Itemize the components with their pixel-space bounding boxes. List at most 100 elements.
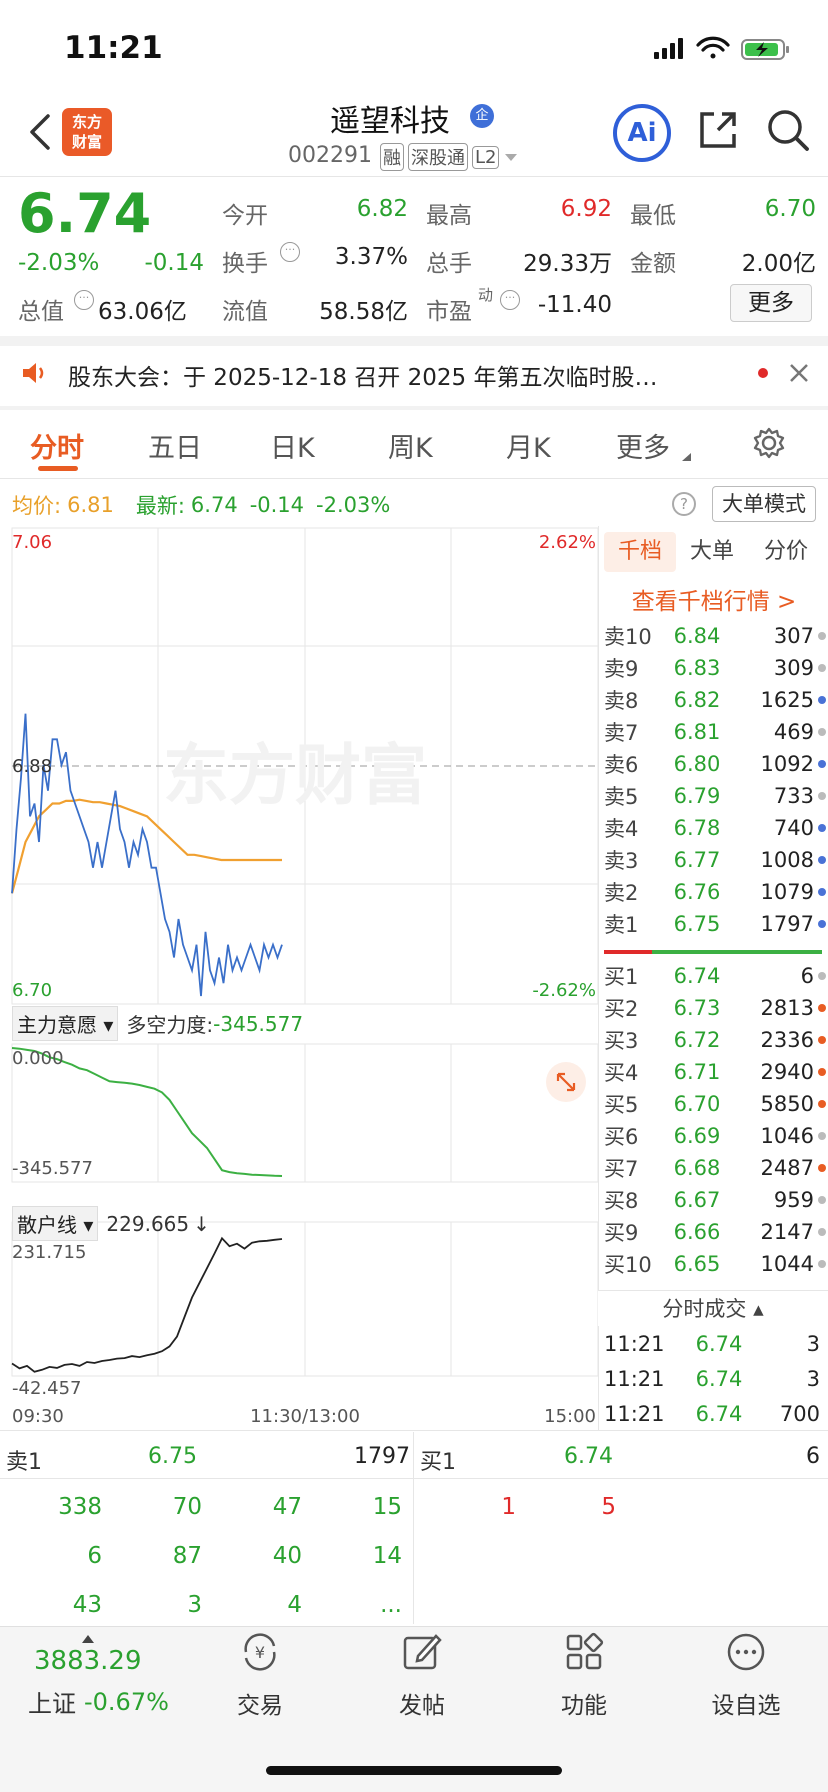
nav-add-watchlist-label: 设自选	[711, 1693, 781, 1719]
turnover-value: 3.37%	[334, 244, 408, 270]
bids-volume: 2813	[760, 996, 814, 1020]
bids-dot	[818, 1228, 826, 1236]
asks-volume: 1797	[760, 912, 814, 936]
tab-monthly-k[interactable]: 月K	[506, 433, 551, 464]
sell-queue-order: 70	[172, 1494, 202, 1520]
index-info[interactable]: 上证 -0.67%	[28, 1684, 169, 1719]
asks-row: 卖10 6.84 307	[600, 620, 828, 652]
avg-price-line	[10, 798, 282, 894]
asks-price: 6.83	[673, 656, 721, 680]
asks-dot	[818, 856, 826, 864]
trade-row: 11:21 6.74 3	[600, 1326, 828, 1362]
queue-divider	[413, 1432, 414, 1624]
tab-intraday[interactable]: 分时	[30, 433, 84, 464]
asks-dot	[818, 664, 826, 672]
tab-depth[interactable]: 千档	[604, 532, 676, 572]
asks-label: 卖8	[604, 689, 639, 713]
asks-dot	[818, 920, 826, 928]
share-button[interactable]	[696, 108, 740, 152]
asks-label: 卖2	[604, 881, 639, 905]
more-info-icon[interactable]: ···	[500, 290, 520, 310]
asks-price: 6.76	[673, 880, 721, 904]
nav-trade[interactable]: ¥ 交易	[200, 1630, 320, 1720]
bids-price: 6.67	[673, 1188, 721, 1212]
more-button[interactable]: 更多	[730, 284, 812, 322]
bids-volume: 1046	[760, 1124, 814, 1148]
tab-price-dist[interactable]: 分价	[764, 539, 809, 564]
caret-down-icon[interactable]	[503, 151, 519, 163]
close-button[interactable]	[786, 360, 812, 386]
search-button[interactable]	[766, 108, 810, 152]
trade-price: 6.74	[695, 1332, 743, 1356]
back-button[interactable]	[22, 110, 58, 154]
bids-dot	[818, 1004, 826, 1012]
yuan-cycle-icon: ¥	[244, 1633, 276, 1671]
tab-daily-k[interactable]: 日K	[270, 433, 315, 464]
panel-divider	[598, 526, 599, 1430]
bids-row: 买8 6.67 959	[600, 1184, 828, 1216]
bids-volume: 2940	[760, 1060, 814, 1084]
settings-button[interactable]	[752, 426, 786, 460]
ai-button[interactable]: Ai	[613, 104, 671, 162]
main-force-tick-top: 0.000	[12, 1048, 64, 1069]
main-force-title: 主力意愿	[17, 1013, 97, 1037]
nav-post-label: 发帖	[399, 1693, 445, 1719]
bids-label: 买2	[604, 997, 639, 1021]
queue-sell-price: 6.75	[148, 1444, 197, 1469]
view-depth-link[interactable]: 查看千档行情 >	[631, 589, 797, 615]
intraday-charts[interactable]: 东方财富 7.06 6.88 6.70 2.62% -2.62% 0.000 -…	[0, 526, 600, 1430]
expand-button[interactable]	[546, 1062, 586, 1102]
sell-queue-order: 14	[372, 1543, 402, 1569]
stock-code: 002291	[288, 143, 372, 168]
nav-trade-label: 交易	[237, 1693, 283, 1719]
asks-price: 6.82	[673, 688, 721, 712]
bids-volume: 2336	[760, 1028, 814, 1052]
asks-row: 卖8 6.82 1625	[600, 684, 828, 716]
nav-add-watchlist[interactable]: 设自选	[686, 1630, 806, 1720]
chart-summary: 均价: 6.81 最新: 6.74 -0.14 -2.03%	[12, 490, 390, 520]
tab-more[interactable]: 更多	[616, 433, 670, 464]
watermark: 东方财富	[163, 738, 427, 812]
ask-bar	[604, 950, 652, 954]
nav-post[interactable]: 发帖	[362, 1630, 482, 1720]
y-tick-pct-bottom: -2.62%	[532, 980, 596, 1001]
home-indicator	[266, 1766, 562, 1775]
tab-five-day[interactable]: 五日	[148, 433, 202, 464]
buy-queue-order: 5	[601, 1494, 616, 1520]
tab-big-orders[interactable]: 大单	[690, 539, 735, 564]
more-info-icon[interactable]: ···	[74, 290, 94, 310]
turnover-label: 换手	[222, 251, 268, 277]
trades-header[interactable]: 分时成交 ▴	[598, 1290, 828, 1326]
asks-price: 6.81	[673, 720, 721, 744]
market-cap-value: 63.06亿	[98, 299, 187, 325]
asks-volume: 740	[773, 816, 814, 840]
sell-queue-order: 43	[72, 1592, 102, 1618]
asks-volume: 1092	[760, 752, 814, 776]
notice-text[interactable]: 股东大会：于 2025-12-18 召开 2025 年第五次临时股…	[68, 365, 658, 391]
help-icon[interactable]: ?	[672, 492, 696, 516]
grid-icon	[566, 1632, 604, 1670]
queue-buy-volume: 6	[806, 1444, 820, 1469]
retail-selector[interactable]: 散户线 ▾	[12, 1206, 99, 1241]
asks-row: 卖3 6.77 1008	[600, 844, 828, 876]
big-order-mode-button[interactable]: 大单模式	[712, 486, 816, 522]
index-value[interactable]: 3883.29	[34, 1646, 142, 1676]
enterprise-badge: 企	[470, 104, 494, 128]
asks-volume: 307	[773, 624, 814, 648]
retail-title: 散户线	[17, 1213, 77, 1237]
tag-margin: 融	[380, 143, 404, 171]
trade-row: 11:21 6.74 700	[600, 1396, 828, 1432]
change-pct: -2.03%	[18, 250, 100, 276]
asks-dot	[818, 824, 826, 832]
more-info-icon[interactable]: ···	[280, 242, 300, 262]
bids-volume: 6	[800, 964, 814, 988]
last-value: 6.74	[190, 493, 238, 517]
battery-icon	[741, 39, 789, 60]
bids-price: 6.66	[673, 1220, 721, 1244]
tab-weekly-k[interactable]: 周K	[388, 433, 433, 464]
retail-line	[11, 1236, 283, 1373]
main-force-selector[interactable]: 主力意愿 ▾	[12, 1006, 119, 1041]
asks-price: 6.79	[673, 784, 721, 808]
sell-queue-order: 87	[172, 1543, 202, 1569]
nav-functions[interactable]: 功能	[524, 1630, 644, 1720]
